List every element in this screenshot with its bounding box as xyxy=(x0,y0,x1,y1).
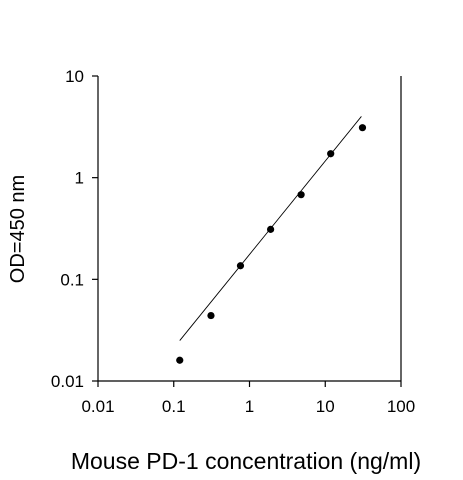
x-tick-label: 100 xyxy=(387,397,415,416)
x-ticks: 0.01 0.1 1 10 100 xyxy=(81,381,415,416)
data-points xyxy=(176,124,367,364)
y-tick-label: 0.01 xyxy=(51,372,84,391)
data-point xyxy=(207,311,215,320)
data-point xyxy=(176,356,184,364)
plot-frame xyxy=(97,76,402,382)
y-tick-label: 0.1 xyxy=(60,270,84,289)
x-tick-label: 0.1 xyxy=(162,397,186,416)
y-ticks: 0.01 0.1 1 10 xyxy=(51,67,98,391)
data-point xyxy=(297,191,305,199)
y-axis-title: OD=450 nm xyxy=(7,175,29,283)
data-point xyxy=(358,124,367,132)
data-point xyxy=(236,262,245,270)
x-tick-label: 10 xyxy=(316,397,335,416)
data-point xyxy=(267,225,275,233)
data-point xyxy=(327,150,335,158)
y-tick-label: 10 xyxy=(65,67,84,86)
x-tick-label: 0.01 xyxy=(81,397,114,416)
x-axis-title: Mouse PD-1 concentration (ng/ml) xyxy=(71,448,421,474)
x-tick-label: 1 xyxy=(245,397,254,416)
y-tick-label: 1 xyxy=(75,169,84,188)
